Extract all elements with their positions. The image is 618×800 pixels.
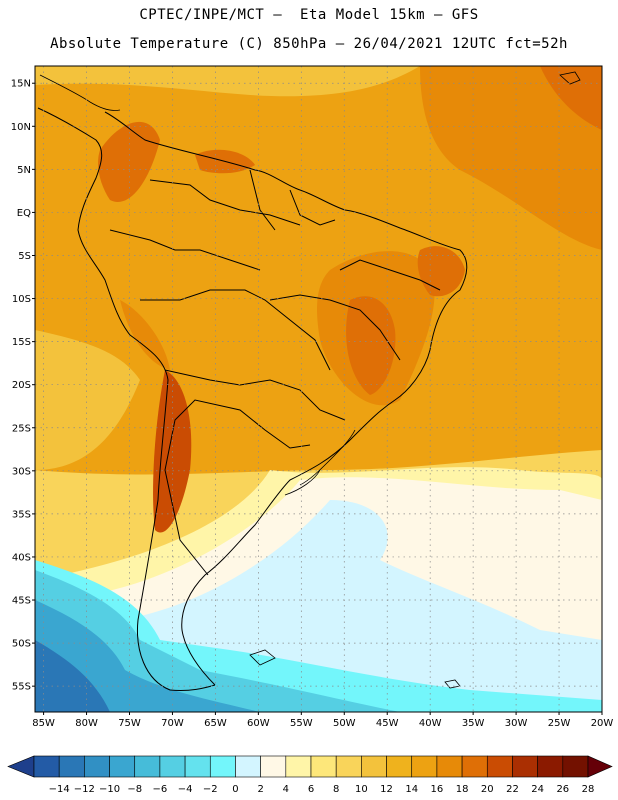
chart-subtitle: Absolute Temperature (C) 850hPa – 26/04/…: [50, 36, 568, 52]
lat-label: 55S: [12, 682, 31, 693]
colorbar-label: −8: [127, 784, 142, 795]
field-hot-atlantic: [540, 66, 602, 130]
colorbar-label: 14: [405, 784, 418, 795]
field-band-pacific: [35, 330, 140, 470]
lon-label: 25W: [548, 718, 571, 729]
colorbar-high-arrow: [587, 755, 613, 778]
colorbar-label: −12: [74, 784, 95, 795]
colorbar-swatch: [109, 755, 136, 778]
field-band-neg8: [35, 640, 110, 712]
lat-label: 5S: [18, 251, 31, 262]
lat-label: EQ: [17, 208, 31, 219]
colorbar-swatch: [486, 755, 513, 778]
colorbar-label: 22: [506, 784, 519, 795]
colorbar-label: 4: [283, 784, 289, 795]
field-hot-colombia: [98, 121, 160, 202]
colorbar-swatch: [134, 755, 161, 778]
field-warm-peru: [120, 300, 170, 370]
colorbar-swatch: [562, 755, 589, 778]
colorbar-swatch: [209, 755, 236, 778]
colorbar-swatch: [159, 755, 186, 778]
lon-label: 30W: [505, 718, 528, 729]
colorbar-swatch: [436, 755, 463, 778]
colorbar-swatch: [58, 755, 85, 778]
longitude-labels: 85W 80W 75W 70W 65W 60W 55W 50W 45W 40W 35W 30W 25W 2…: [32, 712, 613, 729]
colorbar-swatch: [335, 755, 362, 778]
lat-label: 10N: [11, 122, 31, 133]
lat-label: 20S: [12, 380, 31, 391]
lat-label: 35S: [12, 509, 31, 520]
coastlines: [37, 71, 581, 691]
colorbar-low-arrow: [7, 755, 35, 778]
colorbar-swatch: [33, 755, 60, 778]
lat-label: 10S: [12, 294, 31, 305]
colorbar-labels: −14 −12 −10 −8 −6 −4 −2 0 2 4 6 8 10 12 14 16 18 20 22 24 26…: [49, 784, 595, 795]
lon-label: 85W: [32, 718, 55, 729]
chart-title: CPTEC/INPE/MCT – Eta Model 15km – GFS: [139, 7, 479, 23]
lat-lon-grid: [35, 66, 602, 712]
colorbar-label: 28: [582, 784, 595, 795]
colorbar-swatch: [461, 755, 488, 778]
colorbar-label: −10: [99, 784, 120, 795]
lat-label: 15N: [11, 79, 31, 90]
field-hot-brazil: [346, 296, 396, 395]
colorbar-swatch: [235, 755, 261, 778]
lon-label: 45W: [376, 718, 399, 729]
colorbar-label: −2: [203, 784, 218, 795]
lat-label: 5N: [17, 165, 31, 176]
lat-label: 50S: [12, 639, 31, 650]
colorbar-swatch: [512, 755, 538, 778]
colorbar-swatch: [537, 755, 564, 778]
colorbar-swatch: [386, 755, 413, 778]
colorbar: [7, 755, 613, 778]
colorbar-label: −4: [178, 784, 193, 795]
colorbar-label: 18: [456, 784, 469, 795]
colorbar-label: 10: [355, 784, 368, 795]
colorbar-label: 24: [531, 784, 544, 795]
colorbar-label: −14: [49, 784, 70, 795]
lat-label: 30S: [12, 466, 31, 477]
field-hot-ne-brazil: [417, 246, 465, 297]
colorbar-swatch: [260, 755, 287, 778]
lon-label: 40W: [419, 718, 442, 729]
colorbar-label: 6: [308, 784, 314, 795]
lon-label: 60W: [247, 718, 270, 729]
temperature-field: [35, 66, 602, 712]
colorbar-label: 0: [232, 784, 238, 795]
lat-label: 25S: [12, 423, 31, 434]
lon-label: 65W: [204, 718, 227, 729]
colorbar-label: 20: [481, 784, 494, 795]
colorbar-swatch: [84, 755, 110, 778]
field-caribbean: [35, 66, 420, 97]
lat-label: 45S: [12, 596, 31, 607]
lon-label: 55W: [290, 718, 313, 729]
lon-label: 80W: [75, 718, 98, 729]
colorbar-swatch: [361, 755, 387, 778]
colorbar-label: 8: [333, 784, 339, 795]
colorbar-label: 12: [380, 784, 393, 795]
latitude-labels: 15N 10N 5N EQ 5S 10S 15S 20S 25S 30S 35S 40S 45S 50S 5…: [11, 79, 35, 693]
colorbar-label: −6: [153, 784, 168, 795]
lon-label: 75W: [118, 718, 141, 729]
colorbar-swatch: [310, 755, 337, 778]
colorbar-swatch: [285, 755, 312, 778]
lon-label: 20W: [591, 718, 614, 729]
colorbar-label: 26: [556, 784, 569, 795]
colorbar-label: 16: [431, 784, 444, 795]
lat-label: 40S: [12, 552, 31, 563]
lon-label: 50W: [333, 718, 356, 729]
lon-label: 35W: [462, 718, 485, 729]
field-warm-atlantic: [420, 66, 602, 250]
lon-label: 70W: [161, 718, 184, 729]
map-frame: [34, 65, 603, 713]
colorbar-swatch: [411, 755, 438, 778]
colorbar-label: 2: [257, 784, 263, 795]
colorbar-swatch: [184, 755, 211, 778]
lat-label: 15S: [12, 337, 31, 348]
